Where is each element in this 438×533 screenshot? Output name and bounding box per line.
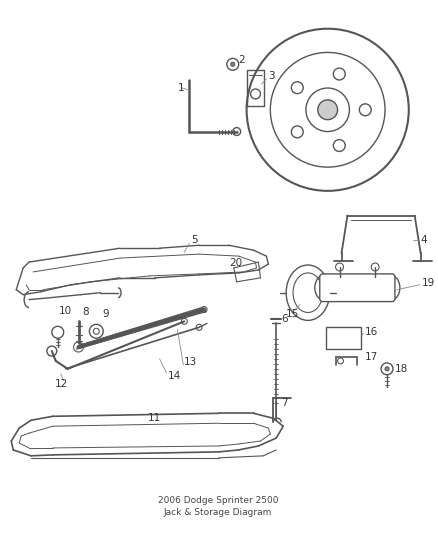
Text: 14: 14: [167, 371, 181, 381]
Text: 2006 Dodge Sprinter 2500
Jack & Storage Diagram: 2006 Dodge Sprinter 2500 Jack & Storage …: [158, 496, 278, 517]
Text: 1: 1: [177, 83, 184, 93]
Circle shape: [318, 100, 338, 120]
Text: 10: 10: [59, 306, 72, 317]
Text: 11: 11: [148, 413, 161, 423]
Text: 15: 15: [286, 310, 300, 319]
Text: 12: 12: [55, 378, 68, 389]
Text: 13: 13: [184, 357, 198, 367]
Text: 5: 5: [191, 235, 198, 245]
Circle shape: [231, 62, 235, 66]
Text: 4: 4: [420, 235, 427, 245]
Text: 3: 3: [268, 71, 275, 81]
Text: 2: 2: [239, 55, 245, 66]
Text: 7: 7: [281, 399, 288, 408]
Text: 18: 18: [395, 364, 408, 374]
Text: 9: 9: [102, 310, 109, 319]
FancyBboxPatch shape: [320, 274, 395, 302]
Text: 6: 6: [281, 314, 288, 325]
Text: 20: 20: [229, 258, 242, 268]
Text: 19: 19: [422, 278, 435, 288]
Circle shape: [385, 367, 389, 371]
Text: 8: 8: [82, 308, 89, 318]
Text: 16: 16: [365, 327, 378, 337]
Text: 17: 17: [365, 352, 378, 362]
FancyBboxPatch shape: [326, 327, 361, 349]
